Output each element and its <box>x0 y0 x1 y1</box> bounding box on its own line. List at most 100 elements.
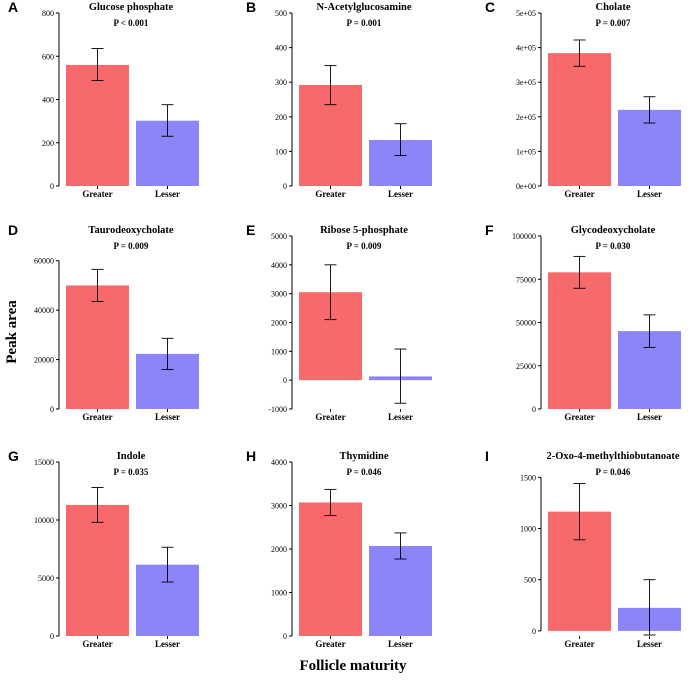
chart-panel-c: C Cholate P = 0.007 0e+00 1e+05 2e+05 3e+05 4e+… <box>485 0 681 199</box>
panel-label: D <box>8 222 18 238</box>
x-tick-label: Greater <box>82 412 112 422</box>
x-tick-label: Greater <box>315 412 345 422</box>
y-tick-label: 1000 <box>520 525 536 534</box>
y-tick-label: 400 <box>42 96 54 105</box>
panels-group: A Glucose phosphate P < 0.001 0 200 400 600 800… <box>8 0 681 649</box>
chart-panel-g: G Indole P = 0.035 0 5000 10000 15000 Greater Le… <box>8 448 199 649</box>
panel-label: E <box>246 222 255 238</box>
y-tick-label: 0 <box>50 632 54 641</box>
y-tick-label: 0e+00 <box>516 182 536 191</box>
y-tick-label: 4e+05 <box>516 44 536 53</box>
chart-panel-b: B N-Acetylglucosamine P = 0.001 0 100 200 300 4… <box>246 0 432 199</box>
bar-greater <box>66 64 129 186</box>
panel-label: H <box>246 448 256 464</box>
y-tick-label: 300 <box>275 78 287 87</box>
y-tick-label: 10000 <box>34 516 54 525</box>
chart-panel-f: F Glycodeoxycholate P = 0.030 0 25000 50000 75… <box>485 222 681 422</box>
y-tick-label: 1500 <box>520 473 536 482</box>
x-tick-label: Greater <box>82 639 112 649</box>
y-tick-label: 800 <box>42 9 54 18</box>
bar-greater <box>66 285 129 409</box>
p-value-label: P = 0.001 <box>347 18 382 28</box>
y-tick-label: 0 <box>50 182 54 191</box>
chart-title: N-Acetylglucosamine <box>316 2 411 13</box>
p-value-label: P < 0.001 <box>114 18 149 28</box>
x-tick-label: Lesser <box>637 189 662 199</box>
y-tick-label: 50000 <box>516 319 536 328</box>
x-tick-label: Lesser <box>637 639 662 649</box>
y-tick-label: 3000 <box>271 290 287 299</box>
x-tick-label: Greater <box>315 639 345 649</box>
x-tick-label: Lesser <box>155 189 180 199</box>
y-tick-label: 200 <box>42 139 54 148</box>
chart-title: Cholate <box>596 2 631 13</box>
y-tick-label: 20000 <box>34 356 54 365</box>
y-tick-label: 0 <box>283 376 287 385</box>
x-tick-label: Greater <box>82 189 112 199</box>
y-tick-label: 200 <box>275 113 287 122</box>
p-value-label: P = 0.009 <box>347 241 382 251</box>
chart-title: Ribose 5-phosphate <box>320 225 408 236</box>
chart-title: Glycodeoxycholate <box>571 225 656 236</box>
y-tick-label: 25000 <box>516 362 536 371</box>
x-tick-label: Greater <box>564 189 594 199</box>
x-tick-label: Lesser <box>388 189 413 199</box>
y-tick-label: 4000 <box>271 458 287 467</box>
y-tick-label: 100000 <box>512 232 536 241</box>
chart-title: Indole <box>117 451 146 462</box>
y-tick-label: 600 <box>42 52 54 61</box>
y-tick-label: 5000 <box>271 232 287 241</box>
y-tick-label: 0 <box>50 405 54 414</box>
y-tick-label: 75000 <box>516 275 536 284</box>
y-tick-label: 5e+05 <box>516 9 536 18</box>
y-tick-label: 40000 <box>34 306 54 315</box>
y-tick-label: 2000 <box>271 545 287 554</box>
chart-title: Taurodeoxycholate <box>88 225 174 236</box>
x-tick-label: Lesser <box>155 639 180 649</box>
y-tick-label: 1000 <box>271 589 287 598</box>
p-value-label: P = 0.035 <box>114 467 149 477</box>
bar-greater <box>66 504 129 636</box>
panel-label: G <box>8 448 19 464</box>
x-tick-label: Lesser <box>388 412 413 422</box>
p-value-label: P = 0.030 <box>596 241 631 251</box>
chart-title: Glucose phosphate <box>89 2 174 13</box>
panel-label: F <box>485 222 494 238</box>
bar-greater <box>548 53 611 186</box>
chart-panel-d: D Taurodeoxycholate P = 0.009 0 20000 40000 60… <box>8 222 199 422</box>
bar-lesser <box>369 545 432 636</box>
chart-title: 2-Oxo-4-methylthiobutanoate <box>547 451 680 462</box>
x-tick-label: Greater <box>564 639 594 649</box>
figure-x-label: Follicle maturity <box>299 658 407 674</box>
panel-label: B <box>246 0 256 15</box>
x-tick-label: Lesser <box>388 639 413 649</box>
chart-panel-e: E Ribose 5-phosphate P = 0.009 -1000 0 1000 20… <box>246 222 432 422</box>
p-value-label: P = 0.046 <box>596 467 631 477</box>
y-tick-label: 1000 <box>271 347 287 356</box>
panel-label: A <box>8 0 18 15</box>
x-tick-label: Greater <box>564 412 594 422</box>
y-tick-label: 400 <box>275 44 287 53</box>
panel-label: C <box>485 0 495 15</box>
panel-label: I <box>485 448 489 464</box>
x-tick-label: Lesser <box>155 412 180 422</box>
y-tick-label: 60000 <box>34 257 54 266</box>
p-value-label: P = 0.007 <box>596 18 631 28</box>
y-tick-label: 5000 <box>38 574 54 583</box>
bar-greater <box>548 272 611 409</box>
y-tick-label: 3000 <box>271 502 287 511</box>
y-tick-label: 0 <box>283 632 287 641</box>
y-tick-label: 2000 <box>271 319 287 328</box>
y-tick-label: 1e+05 <box>516 147 536 156</box>
y-tick-label: 4000 <box>271 261 287 270</box>
y-tick-label: 100 <box>275 147 287 156</box>
x-tick-label: Lesser <box>637 412 662 422</box>
y-tick-label: 3e+05 <box>516 78 536 87</box>
y-tick-label: 2e+05 <box>516 113 536 122</box>
chart-title: Thymidine <box>339 451 388 462</box>
y-tick-label: 0 <box>532 405 536 414</box>
y-tick-label: 500 <box>524 576 536 585</box>
chart-panel-a: A Glucose phosphate P < 0.001 0 200 400 600 800… <box>8 0 199 199</box>
p-value-label: P = 0.046 <box>347 467 382 477</box>
